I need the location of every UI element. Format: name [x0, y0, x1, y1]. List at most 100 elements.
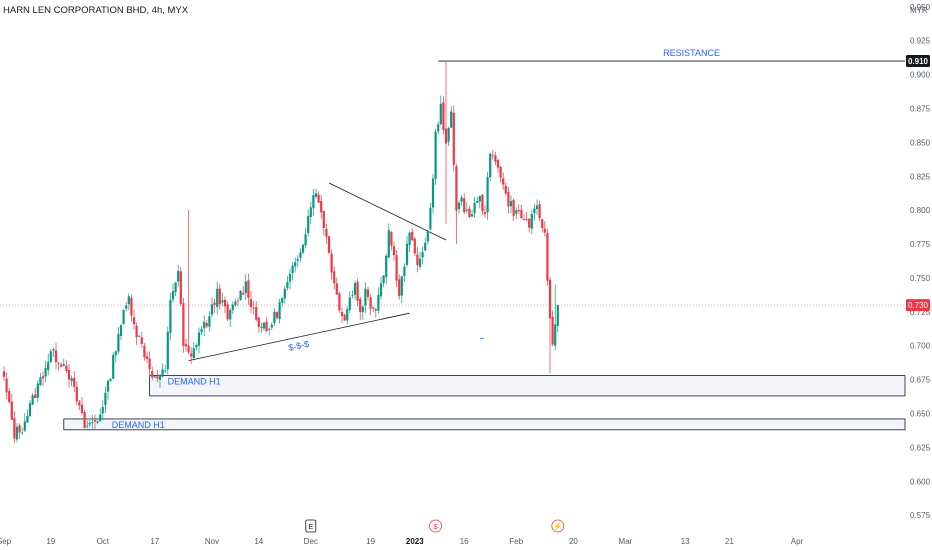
trendline	[188, 312, 410, 362]
candle-body	[408, 232, 411, 245]
time-tick-label: 19	[46, 537, 55, 546]
candle-body	[504, 185, 507, 194]
candle-body	[314, 193, 318, 197]
candle-body	[49, 351, 52, 362]
price-tick-label: 0.650	[910, 410, 931, 419]
candle-body	[457, 202, 461, 210]
candle-body	[119, 325, 123, 336]
price-axis[interactable]: 0.575 0.600 0.625 0.650 0.675 0.700 0.725 0.750…	[906, 3, 931, 520]
dividend-icon[interactable]	[429, 519, 443, 533]
candle-body	[554, 324, 557, 346]
candle-body	[213, 302, 216, 305]
candle-body	[244, 281, 247, 294]
candle-body	[255, 306, 258, 320]
candle-body	[13, 417, 16, 439]
time-tick-label: Mar	[619, 537, 633, 546]
candle-body	[195, 345, 198, 348]
candle-body	[455, 166, 458, 211]
candle-body	[400, 276, 403, 296]
candle-body	[275, 311, 279, 318]
candle-body	[392, 246, 396, 256]
time-axis[interactable]: Sep 19 Oct 17 Nov 14 Dec 19 2023 16 Feb 20 Mar 13 21 Ap…	[0, 537, 804, 546]
candle-body	[421, 252, 424, 258]
candle-body	[413, 238, 416, 254]
candle-body	[99, 414, 102, 422]
demand-zone-box	[149, 375, 906, 397]
candle-body	[223, 299, 227, 307]
candle-body	[463, 198, 466, 213]
candle-body	[106, 380, 110, 392]
candle-body	[231, 304, 234, 311]
split-icon[interactable]	[551, 519, 565, 533]
candle-body	[390, 231, 393, 246]
candle-body	[507, 192, 510, 207]
candle-body	[260, 326, 263, 328]
price-tick-label: 0.725	[910, 308, 931, 317]
candle-body	[538, 204, 541, 219]
candle-body	[291, 265, 294, 273]
candle-body	[431, 178, 435, 208]
candle-body	[26, 415, 29, 423]
candle-body	[429, 207, 432, 230]
candle-body	[151, 371, 154, 378]
candle-body	[164, 370, 167, 372]
price-tick-label: 0.750	[910, 274, 931, 283]
candle-body	[203, 321, 206, 329]
candle-body	[148, 358, 151, 370]
candle-body	[156, 376, 159, 379]
candle-body	[398, 279, 401, 297]
candle-body	[434, 131, 437, 180]
candle-body	[470, 214, 474, 217]
candle-body	[491, 154, 494, 156]
earnings-glyph: E	[308, 522, 313, 531]
candle-body	[80, 404, 84, 413]
candle-body	[364, 288, 367, 306]
candle-body	[366, 289, 370, 297]
candle-body	[327, 236, 331, 253]
candle-body	[169, 300, 172, 333]
candle-body	[377, 294, 380, 311]
earnings-icon[interactable]	[305, 519, 317, 533]
candle-body	[543, 228, 546, 233]
candle-body	[320, 200, 323, 213]
candle-body	[122, 310, 125, 325]
candle-body	[8, 391, 11, 403]
price-tick-label: 0.575	[910, 511, 931, 520]
candle-body	[34, 394, 37, 399]
candle-body	[236, 300, 240, 302]
time-tick-label: 2023	[406, 537, 424, 546]
candle-body	[101, 406, 104, 414]
candle-body	[424, 242, 427, 251]
candle-body	[288, 273, 292, 282]
time-tick-label: Apr	[791, 537, 804, 546]
candle-body	[481, 194, 484, 212]
time-tick-label: 16	[460, 537, 469, 546]
price-tick-label: 0.950	[910, 3, 931, 12]
candle-body	[533, 208, 536, 214]
price-tick-label: 0.850	[910, 138, 931, 147]
candle-body	[229, 310, 232, 320]
demand-zone-label: DEMAND H1	[112, 420, 165, 430]
candle-body	[312, 195, 315, 209]
candle-body	[273, 311, 276, 324]
candle-body	[509, 201, 513, 207]
candle-body	[374, 309, 377, 311]
candle-body	[343, 314, 346, 321]
time-tick-label: 19	[366, 537, 375, 546]
candle-body	[465, 209, 468, 211]
candle-body	[192, 348, 195, 358]
candle-body	[158, 375, 162, 380]
candle-body	[67, 369, 71, 380]
candle-body	[57, 363, 60, 365]
candle-body	[52, 348, 55, 351]
candle-body	[247, 280, 250, 298]
candle-body	[517, 210, 520, 212]
candle-body	[96, 421, 99, 423]
candle-body	[530, 213, 533, 229]
candle-body	[239, 290, 242, 300]
candle-body	[278, 302, 281, 319]
candle-body	[60, 364, 63, 367]
candle-body	[426, 231, 429, 242]
